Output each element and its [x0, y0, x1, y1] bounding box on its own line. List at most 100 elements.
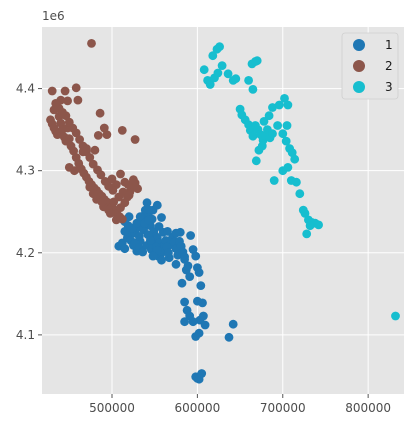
data-point-series-3 [213, 68, 223, 78]
data-point-series-3 [278, 129, 288, 139]
data-point-series-2 [100, 177, 110, 186]
y-tick-label: 4.1 [16, 328, 35, 342]
data-point-series-1 [138, 247, 148, 257]
data-point-series-2 [102, 130, 112, 140]
data-point-series-3 [248, 85, 258, 94]
data-point-series-3 [215, 42, 225, 52]
data-point-series-2 [64, 117, 74, 127]
data-point-series-3 [287, 148, 297, 158]
data-point-series-2 [85, 182, 95, 192]
data-point-series-1 [142, 198, 152, 208]
data-point-series-1 [134, 232, 144, 241]
data-point-series-2 [60, 86, 70, 96]
data-point-series-1 [146, 236, 155, 245]
data-point-series-1 [197, 369, 207, 378]
data-point-series-3 [278, 166, 288, 176]
data-point-series-2 [99, 123, 109, 133]
data-point-series-2 [82, 144, 91, 153]
data-point-series-1 [157, 213, 166, 222]
data-point-series-2 [64, 163, 74, 172]
data-point-series-2 [130, 135, 140, 144]
data-point-series-2 [111, 215, 121, 225]
data-point-series-3 [248, 131, 258, 141]
data-point-series-2 [116, 203, 125, 213]
data-point-series-3 [252, 56, 262, 66]
data-point-series-3 [305, 221, 315, 231]
legend: 1 2 3 [341, 32, 399, 100]
data-point-series-2 [73, 95, 83, 105]
data-point-series-2 [47, 86, 57, 96]
data-point-series-2 [105, 209, 115, 218]
data-point-series-3 [264, 111, 274, 121]
data-point-series-1 [157, 255, 166, 265]
data-point-series-1 [199, 311, 208, 321]
data-point-series-3 [223, 69, 233, 79]
data-point-series-3 [199, 65, 209, 75]
data-point-series-3 [268, 103, 277, 112]
x-tick-label: 600000 [174, 401, 220, 415]
data-point-series-3 [295, 189, 305, 199]
data-point-series-1 [154, 222, 164, 231]
y-offset-label: 1e6 [42, 9, 65, 23]
data-point-series-3 [273, 121, 282, 130]
data-point-series-2 [117, 125, 127, 135]
data-point-series-1 [163, 227, 172, 236]
data-point-series-1 [177, 278, 187, 288]
data-point-series-3 [282, 121, 292, 130]
data-point-series-2 [95, 108, 105, 118]
x-tick-label: 700000 [260, 401, 306, 415]
legend-label-1: 1 [385, 38, 393, 52]
legend-item-2: 2 [353, 59, 393, 73]
data-point-series-3 [244, 76, 254, 85]
data-point-series-1 [144, 215, 154, 225]
data-point-series-1 [185, 272, 195, 281]
data-point-series-2 [56, 95, 66, 105]
x-tick-label: 800000 [345, 401, 391, 415]
data-point-series-1 [198, 298, 207, 308]
x-tick-label: 500000 [89, 401, 135, 415]
data-point-series-1 [132, 218, 142, 228]
data-point-series-3 [300, 209, 310, 218]
data-point-series-3 [251, 156, 261, 166]
data-point-series-3 [259, 117, 269, 126]
data-point-series-1 [228, 319, 238, 329]
data-point-series-1 [186, 231, 196, 240]
data-point-series-1 [148, 251, 158, 261]
data-point-series-1 [171, 228, 181, 238]
data-point-series-2 [71, 83, 81, 93]
data-point-series-2 [49, 105, 59, 115]
data-point-series-3 [292, 177, 301, 187]
data-point-series-2 [129, 175, 138, 185]
data-point-series-2 [63, 96, 72, 106]
legend-item-1: 1 [353, 38, 393, 52]
data-point-series-1 [196, 281, 206, 290]
data-point-series-3 [314, 220, 323, 230]
legend-label-2: 2 [385, 59, 393, 73]
data-point-series-2 [87, 39, 96, 48]
data-point-series-3 [205, 80, 215, 89]
data-point-series-1 [152, 200, 162, 210]
data-point-series-1 [188, 245, 198, 254]
data-point-series-2 [116, 169, 125, 179]
data-point-series-3 [391, 311, 400, 321]
y-tick-label: 4.4 [16, 82, 35, 96]
data-point-series-2 [124, 190, 134, 200]
data-point-series-1 [171, 259, 181, 269]
series-1 [114, 198, 238, 384]
data-point-series-3 [281, 136, 291, 146]
data-point-series-3 [290, 154, 300, 164]
data-point-series-3 [269, 176, 279, 185]
data-point-series-2 [97, 197, 107, 207]
data-point-series-1 [180, 297, 190, 307]
data-point-series-2 [93, 131, 103, 140]
data-point-series-2 [133, 184, 143, 194]
data-point-series-1 [180, 317, 190, 327]
legend-label-3: 3 [385, 80, 393, 94]
y-axis-ticks: 4.1 4.2 4.3 4.4 [16, 82, 42, 342]
series-3 [199, 42, 400, 321]
data-point-series-2 [107, 174, 117, 184]
data-point-series-3 [217, 61, 227, 70]
y-tick-label: 4.3 [16, 164, 35, 178]
x-axis-ticks: 500000 600000 700000 800000 [89, 394, 391, 415]
data-point-series-3 [302, 229, 312, 239]
